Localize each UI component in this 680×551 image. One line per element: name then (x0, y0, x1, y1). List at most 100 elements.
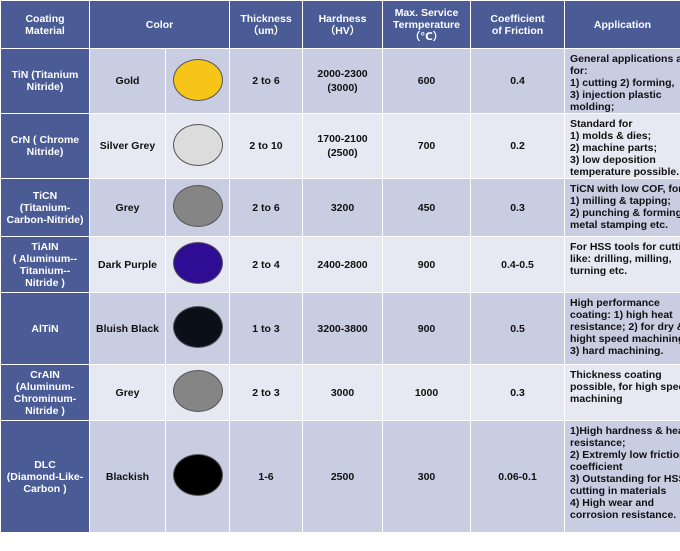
material-cell: TiCN (Titanium- Carbon-Nitride) (0, 178, 90, 237)
application-cell: 1)High hardness & heat resistance; 2) Extr… (564, 420, 680, 533)
application-line: machining (570, 393, 623, 405)
material-cell: AlTiN (0, 292, 90, 365)
application-line: Thickness coating (570, 369, 662, 381)
thickness-cell: 2 to 6 (229, 178, 304, 237)
application-line: turning etc. (570, 265, 628, 277)
application-line: 1) cutting 2) forming, (570, 77, 675, 89)
color-swatch (172, 370, 223, 412)
hardness-cell: 1700-2100 (2500) (302, 113, 384, 179)
application-line: General applications are (570, 53, 680, 65)
application-line: coefficient (570, 461, 623, 473)
hardness-cell: 2400-2800 (302, 236, 384, 293)
application-line: 1) molds & dies; (570, 130, 652, 142)
header-line: （HV） (324, 24, 361, 37)
header-line: Thickness (240, 12, 292, 25)
material-line: Nitride ) (25, 276, 65, 289)
color-swatch (172, 185, 223, 227)
application-cell: TiCN with low COF, for: 1) milling & tapp… (564, 178, 680, 237)
material-line: TiN (Titanium (11, 69, 79, 81)
swatch-cell (164, 236, 231, 293)
application-line: molding; (570, 101, 615, 113)
application-line: For HSS tools for cuttings (570, 241, 680, 253)
application-line: Standard for (570, 118, 633, 130)
color-name-cell: Grey (89, 178, 166, 237)
header-thickness: Thickness （um） (229, 0, 304, 49)
header-line: Coating (25, 12, 65, 25)
color-name-cell: Grey (89, 364, 166, 421)
hardness-cell: 2500 (302, 420, 384, 533)
application-line: temperature possible. (570, 166, 680, 178)
temperature-cell: 900 (382, 292, 472, 365)
hardness-cell: 3200-3800 (302, 292, 384, 365)
application-cell: Standard for 1) molds & dies; 2) machine p… (564, 113, 680, 179)
friction-cell: 0.3 (470, 178, 566, 237)
application-line: corrosion resistance. (570, 509, 677, 521)
material-line: DLC (34, 458, 56, 471)
material-line: Nitride) (26, 146, 64, 158)
color-swatch (172, 58, 223, 101)
color-name-cell: Silver Grey (89, 113, 166, 179)
header-line: Material (25, 24, 65, 37)
color-swatch (172, 454, 223, 496)
header-hardness: Hardness （HV） (302, 0, 384, 49)
header-line: Max. Service (394, 6, 459, 19)
table-row: TiCN (Titanium- Carbon-Nitride) Grey 2 to 6 3… (0, 178, 680, 237)
application-cell: For HSS tools for cuttingslike: drilling… (564, 236, 680, 293)
color-name-cell: Blackish (89, 420, 166, 533)
hardness-cell: 2000-2300 (3000) (302, 48, 384, 114)
application-line: resistance; 2) for dry & (570, 321, 680, 333)
application-line: 3) injection plastic (570, 89, 662, 101)
table-row: AlTiN Bluish Black 1 to 3 3200-3800 900 0.5 H… (0, 292, 680, 365)
application-line: 2) machine parts; (570, 142, 657, 154)
hardness-line: 3200-3800 (317, 322, 368, 335)
color-name-cell: Dark Purple (89, 236, 166, 293)
material-line: CrAIN (30, 368, 60, 381)
friction-cell: 0.4 (470, 48, 566, 114)
header-material: Coating Material (0, 0, 90, 49)
friction-cell: 0.2 (470, 113, 566, 179)
thickness-cell: 2 to 6 (229, 48, 304, 114)
header-color: Color (88, 0, 231, 49)
application-line: 2) Extremly low friction (570, 449, 680, 461)
application-line: resistance; (570, 437, 626, 449)
header-line: Hardness (318, 12, 367, 25)
application-line: hight speed machining; (570, 333, 680, 345)
color-swatch (172, 123, 223, 166)
swatch-cell (164, 292, 231, 365)
thickness-cell: 2 to 4 (229, 236, 304, 293)
table-row: TiAIN( Aluminum-- Titanium-- Nitride ) Dark… (0, 236, 680, 293)
temperature-cell: 900 (382, 236, 472, 293)
hardness-cell: 3200 (302, 178, 384, 237)
temperature-cell: 600 (382, 48, 472, 114)
hardness-line: 3200 (330, 201, 355, 214)
temperature-cell: 300 (382, 420, 472, 533)
temperature-cell: 450 (382, 178, 472, 237)
application-cell: High performance coating: 1) high heat res… (564, 292, 680, 365)
material-line: CrN ( Chrome (10, 134, 80, 146)
application-line: TiCN with low COF, for: (570, 183, 680, 195)
table-row: DLC (Diamond-Like- Carbon ) Blackish 1-6 2500… (0, 420, 680, 533)
color-name-cell: Gold (89, 48, 166, 114)
application-line: 3) hard machining. (570, 345, 664, 357)
color-swatch (172, 306, 223, 348)
material-cell: CrN ( Chrome Nitride) (0, 113, 90, 179)
material-line: ( Aluminum-- (12, 252, 78, 265)
table-row: CrAIN (Aluminum- Chrominum- Nitride ) Grey 2 … (0, 364, 680, 421)
hardness-cell: 3000 (302, 364, 384, 421)
material-line: Carbon ) (23, 482, 67, 495)
material-line: Chrominum- (13, 392, 77, 405)
thickness-cell: 2 to 3 (229, 364, 304, 421)
swatch-cell (164, 364, 231, 421)
header-line: of Friction (491, 24, 544, 37)
header-row: Coating Material Color Thickness （um） Hard… (0, 0, 680, 49)
thickness-cell: 2 to 10 (229, 113, 304, 179)
hardness-line: (2500) (327, 147, 358, 159)
material-cell: TiAIN( Aluminum-- Titanium-- Nitride ) (0, 236, 90, 293)
material-cell: TiN (Titanium Nitride) (0, 48, 90, 114)
hardness-line: 1700-2100 (317, 133, 368, 145)
application-line: like: drilling, milling, (570, 253, 672, 265)
application-cell: Thickness coating possible, for high spee… (564, 364, 680, 421)
table-row: CrN ( Chrome Nitride) Silver Grey 2 to 10 17… (0, 113, 680, 179)
material-line: (Aluminum- (15, 380, 75, 393)
